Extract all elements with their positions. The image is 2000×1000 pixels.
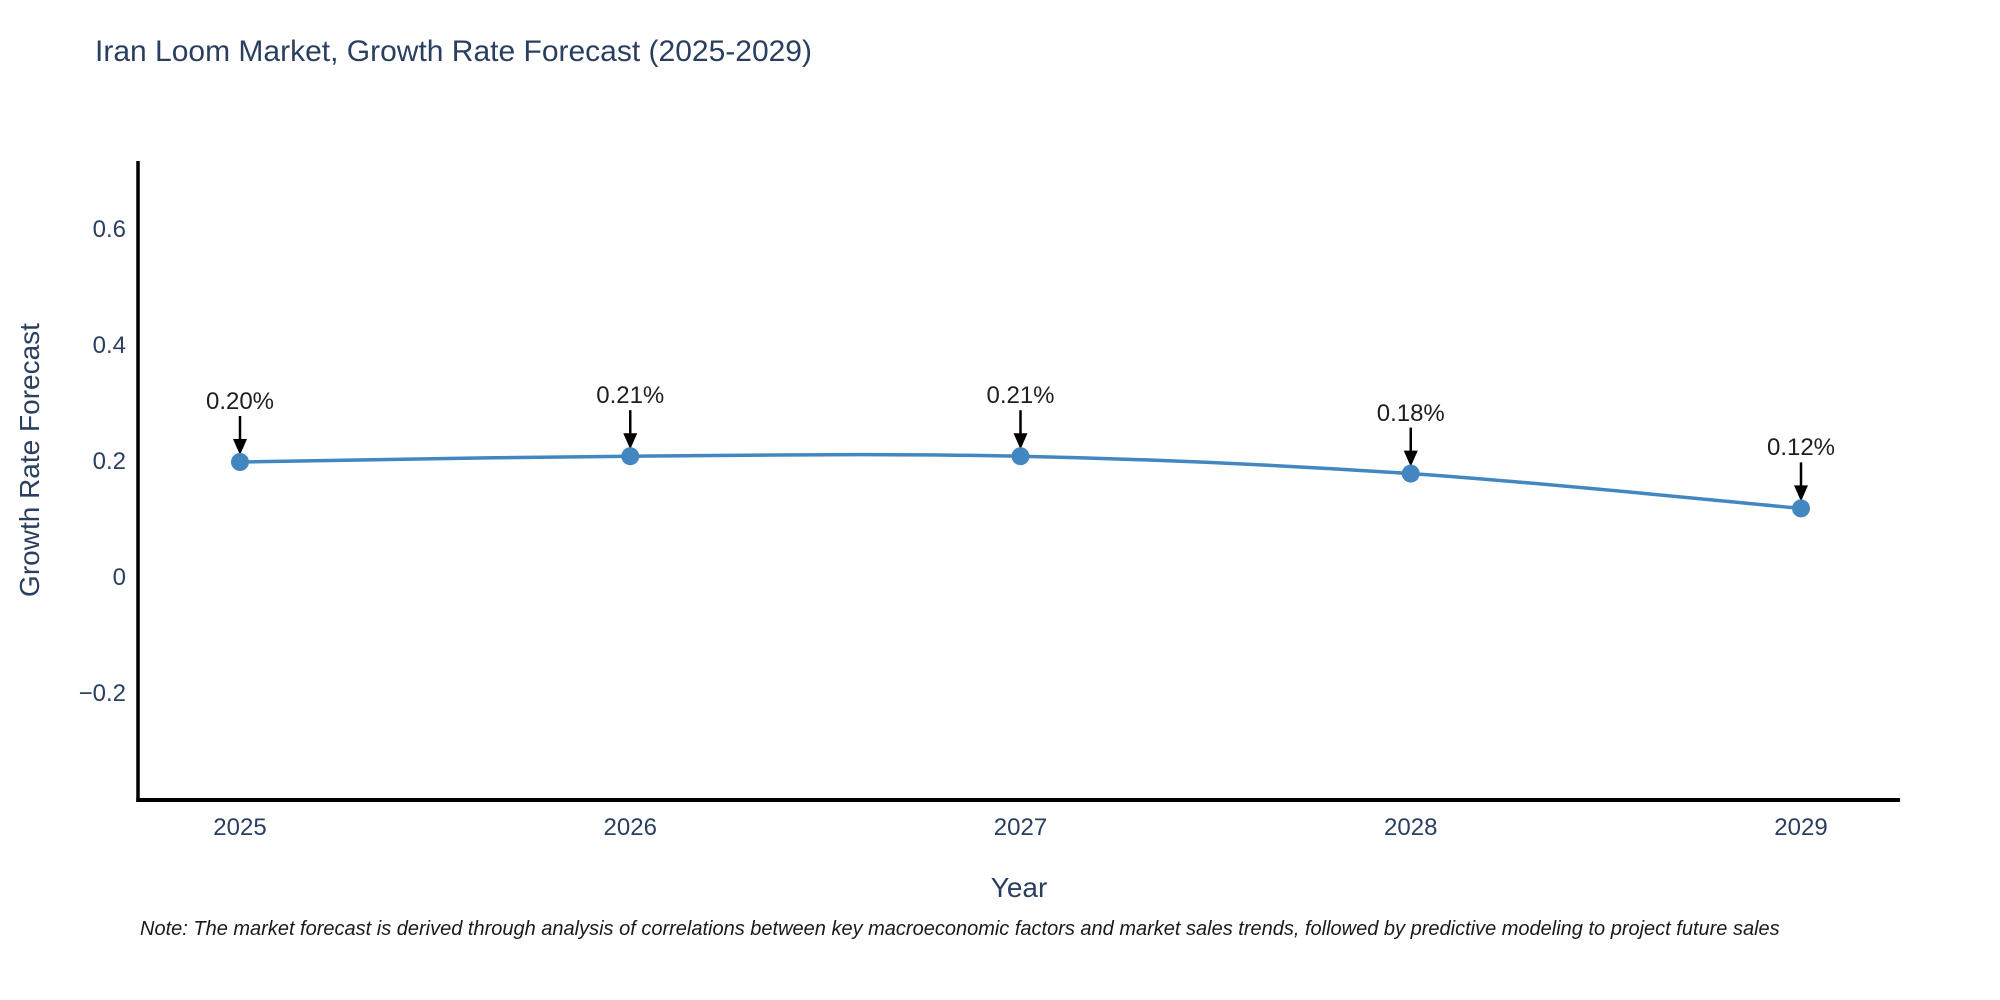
y-tick-label: 0.2 [92,448,126,475]
x-axis-title: Year [990,872,1048,903]
footnote: Note: The market forecast is derived thr… [140,918,1780,940]
annotation-arrowhead [1794,485,1808,502]
data-point-marker [1401,464,1420,483]
x-tick-label: 2029 [1774,814,1828,841]
x-tick-label: 2027 [993,814,1048,841]
x-tick-label: 2025 [213,814,267,841]
annotation-arrowhead [623,433,638,450]
data-point-marker [621,447,640,466]
chart-title: Iran Loom Market, Growth Rate Forecast (… [95,35,812,68]
point-annotation: 0.12% [1766,434,1836,462]
x-tick-label: 2026 [603,814,657,841]
annotation-arrowhead [1403,450,1418,467]
point-annotation: 0.20% [205,388,275,415]
point-annotation: 0.21% [986,382,1055,410]
point-annotation: 0.21% [596,382,665,410]
y-tick-label: 0 [112,564,126,591]
annotation-arrowhead [1013,433,1028,450]
y-tick-label: −0.2 [78,680,126,707]
point-annotation: 0.18% [1376,399,1445,427]
x-tick-label: 2028 [1384,814,1438,841]
y-tick-label: 0.6 [92,216,126,243]
y-tick-label: 0.4 [92,332,126,359]
data-point-marker [231,453,249,471]
data-point-marker [1792,499,1810,518]
data-point-marker [1011,447,1030,466]
annotation-arrowhead [233,439,247,455]
